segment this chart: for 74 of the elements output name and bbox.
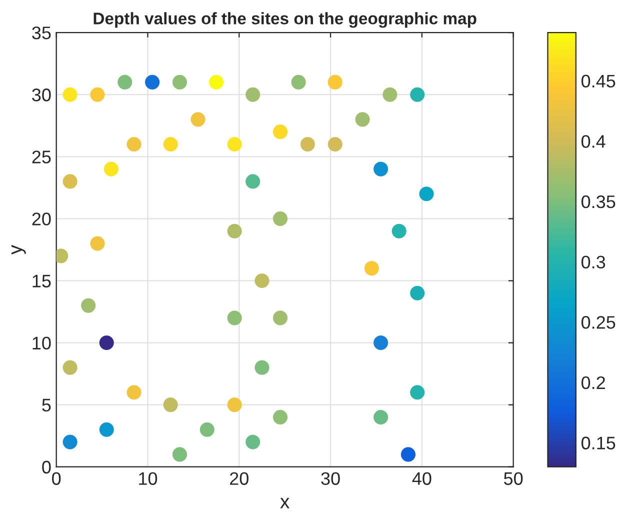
point [62, 87, 78, 102]
x-tick-label: 30 [321, 472, 340, 485]
x-tick-label: 10 [139, 472, 158, 485]
point [272, 310, 288, 326]
point [374, 335, 388, 350]
point [190, 112, 206, 127]
point [200, 422, 214, 437]
point [272, 211, 288, 226]
y-tick-label: 20 [32, 212, 51, 226]
y-tick-label: 10 [32, 336, 51, 350]
color-bar-label: 0.4 [581, 135, 606, 148]
color-bar-label: 0.15 [581, 436, 616, 450]
point [163, 136, 178, 152]
y-tick-label: 0 [42, 460, 51, 474]
x-tick-label: 0 [52, 472, 61, 485]
point [81, 298, 96, 313]
point [118, 74, 132, 90]
chart-title: Depth values of the sites on the geographic map [94, 12, 476, 28]
x-tick-label: 50 [504, 472, 523, 485]
point [246, 174, 260, 189]
point [374, 410, 388, 425]
point [227, 136, 242, 152]
point [254, 360, 270, 375]
y-tick-label: 5 [42, 398, 51, 412]
point [104, 162, 118, 176]
color-bar-label: 0.3 [581, 256, 606, 268]
point [227, 224, 242, 238]
point [99, 422, 114, 437]
color-bar-label: 0.35 [581, 195, 616, 208]
point [300, 136, 315, 152]
x-tick-label: 20 [230, 472, 248, 485]
y-tick-label: 25 [32, 150, 51, 164]
point [410, 286, 425, 300]
point [90, 87, 105, 102]
point [62, 174, 78, 189]
point [172, 447, 188, 462]
point [355, 112, 370, 127]
point [163, 398, 178, 412]
point [272, 410, 288, 425]
y-tick-label: 30 [32, 88, 51, 102]
point [126, 385, 142, 400]
point [209, 74, 224, 90]
point [172, 74, 188, 90]
point [328, 74, 342, 90]
point [374, 162, 388, 176]
point [419, 186, 434, 202]
point [62, 360, 78, 375]
point [272, 124, 288, 140]
point [90, 236, 105, 251]
point [62, 434, 78, 450]
point [291, 74, 306, 90]
point [254, 273, 270, 288]
point [410, 87, 425, 102]
point [227, 398, 242, 412]
point [400, 447, 416, 462]
point [227, 310, 242, 326]
y-tick-label: 15 [32, 274, 51, 288]
x-tick-label: 40 [412, 472, 432, 485]
point [126, 136, 142, 152]
color-bar-label: 0.45 [581, 74, 616, 88]
point [364, 261, 379, 276]
point [99, 335, 114, 350]
point [410, 385, 425, 400]
point [145, 74, 160, 90]
point [382, 87, 398, 102]
y-axis-title: y [12, 244, 26, 255]
y-tick-label: 35 [32, 26, 51, 40]
color-bar-label: 0.2 [581, 376, 605, 390]
point [246, 434, 260, 450]
point [328, 136, 342, 152]
x-axis-title: x [280, 498, 290, 508]
point [392, 224, 406, 238]
color-bar-label: 0.25 [581, 316, 616, 329]
point [246, 87, 260, 102]
